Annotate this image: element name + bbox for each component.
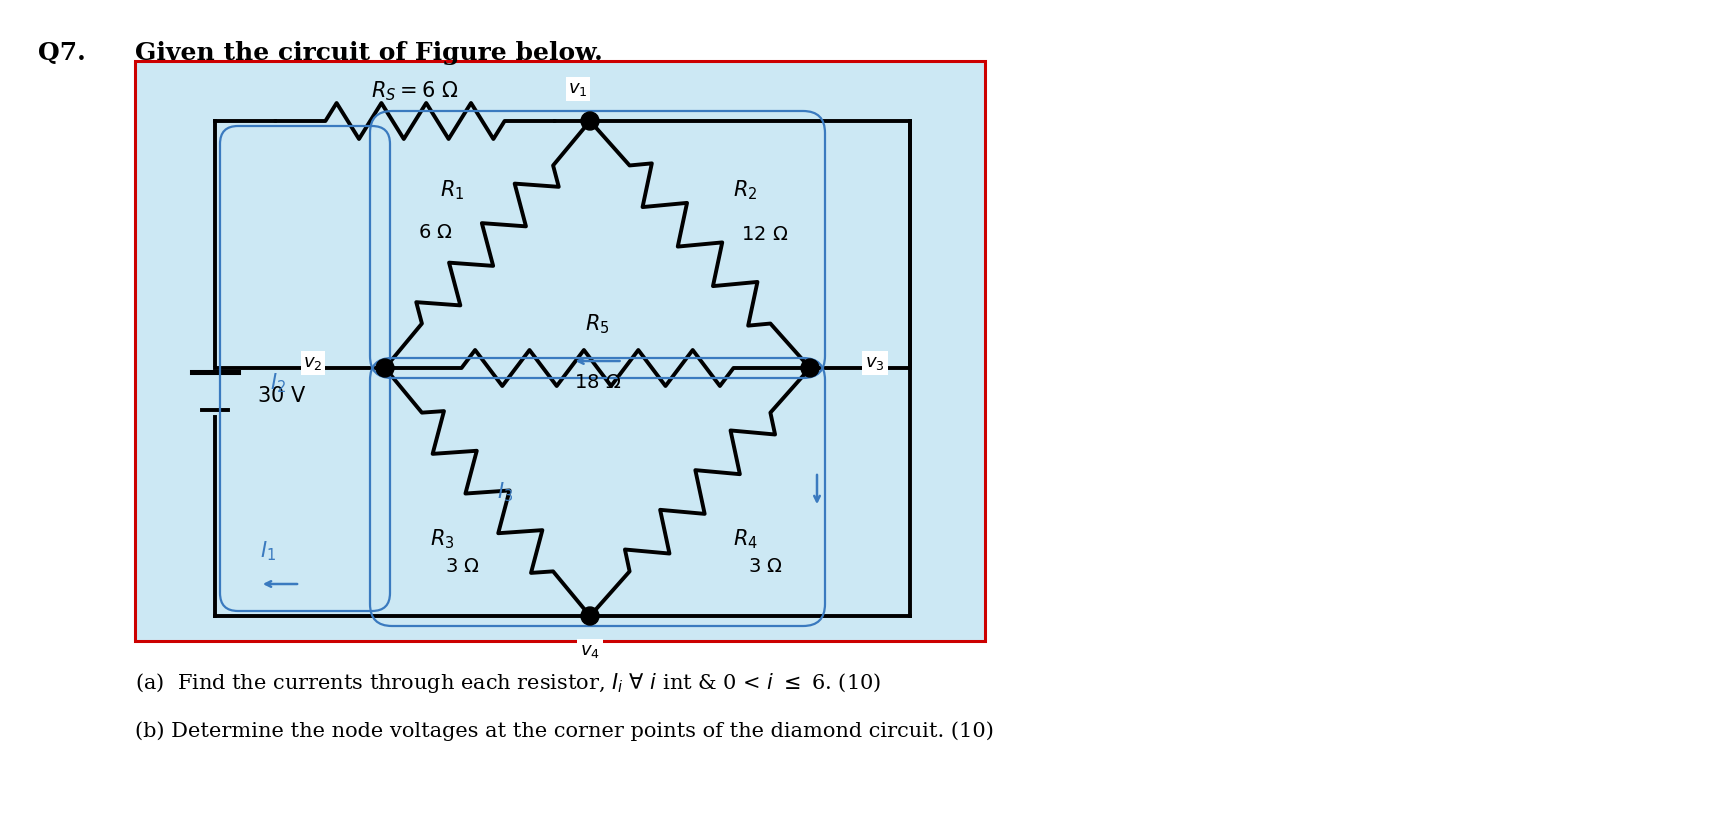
Text: $3\ \Omega$: $3\ \Omega$	[445, 557, 479, 576]
Text: $6\ \Omega$: $6\ \Omega$	[418, 223, 454, 242]
Bar	[135, 61, 984, 641]
Circle shape	[580, 112, 599, 130]
Text: $v_4$: $v_4$	[580, 642, 599, 660]
Text: $R_1$: $R_1$	[440, 179, 464, 202]
Text: $R_3$: $R_3$	[430, 527, 455, 551]
Text: $R_S = 6\ \Omega$: $R_S = 6\ \Omega$	[372, 79, 459, 103]
Text: $I_2$: $I_2$	[270, 371, 286, 395]
Text: (b) Determine the node voltages at the corner points of the diamond circuit. (10: (b) Determine the node voltages at the c…	[135, 721, 995, 741]
Circle shape	[801, 359, 818, 377]
Text: (a)  Find the currents through each resistor, $I_i$ $\forall$ $i$ int & 0 < $i$ : (a) Find the currents through each resis…	[135, 671, 882, 695]
Text: $12\ \Omega$: $12\ \Omega$	[741, 225, 789, 244]
Text: $v_2$: $v_2$	[303, 354, 322, 372]
Text: $18\ \Omega$: $18\ \Omega$	[574, 373, 621, 392]
Text: Given the circuit of Figure below.: Given the circuit of Figure below.	[135, 41, 603, 65]
Text: $R_2$: $R_2$	[733, 179, 757, 202]
Text: $v_1$: $v_1$	[568, 80, 587, 98]
Text: $I_1$: $I_1$	[260, 539, 276, 563]
Text: $v_3$: $v_3$	[865, 354, 885, 372]
Text: $3\ \Omega$: $3\ \Omega$	[748, 557, 782, 576]
Text: $30\ \mathrm{V}$: $30\ \mathrm{V}$	[257, 386, 306, 406]
Text: $R_5$: $R_5$	[586, 312, 609, 336]
Text: $R_4$: $R_4$	[733, 527, 757, 551]
Text: $I_3$: $I_3$	[498, 480, 514, 504]
Circle shape	[377, 359, 394, 377]
Circle shape	[580, 607, 599, 625]
Text: Q7.: Q7.	[38, 41, 86, 65]
